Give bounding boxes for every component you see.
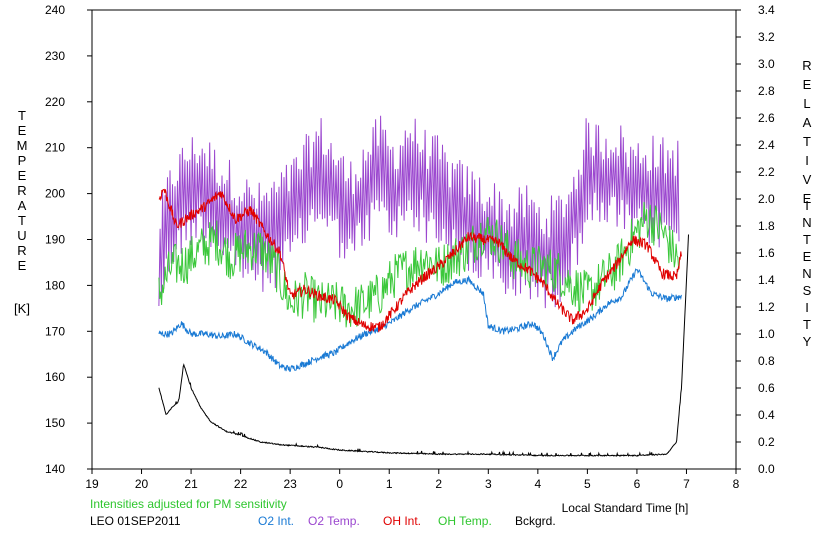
y-left-title-letter: U	[17, 228, 26, 243]
y-right-tick-label: 2.6	[758, 111, 775, 125]
y-left-title-letter: E	[18, 168, 27, 183]
y-right-tick-label: 0.4	[758, 408, 775, 422]
y-right-tick-label: 1.8	[758, 219, 775, 233]
y-right-title-letter: T	[803, 232, 811, 247]
y-left-unit: [K]	[14, 301, 30, 316]
y-left-title-letter: E	[18, 258, 27, 273]
y-left-tick-label: 170	[45, 324, 65, 338]
x-tick-label: 22	[234, 477, 248, 491]
y-right-tick-label: 0.2	[758, 435, 775, 449]
y-right-tick-label: 2.2	[758, 165, 775, 179]
series-line-oh-temp	[158, 201, 680, 328]
y-left-tick-label: 140	[45, 462, 65, 476]
x-tick-label: 8	[733, 477, 740, 491]
y-right-title-letter: Y	[803, 334, 812, 349]
legend-entry: Bckgrd.	[515, 514, 556, 528]
series-line-o2-int	[158, 268, 682, 372]
y-right-title-letter: R	[802, 58, 811, 73]
plot-area	[158, 115, 689, 458]
x-tick-label: 2	[435, 477, 442, 491]
y-right-title-letter: T	[803, 134, 811, 149]
x-tick-label: 20	[135, 477, 149, 491]
y-right-tick-label: 3.0	[758, 57, 775, 71]
y-right-title-letter: V	[803, 172, 812, 187]
y-right-tick-label: 0.6	[758, 381, 775, 395]
y-right-tick-label: 2.8	[758, 84, 775, 98]
x-tick-label: 23	[283, 477, 297, 491]
y-right-tick-label: 3.4	[758, 3, 775, 17]
y-left-title-letter: E	[18, 123, 27, 138]
x-tick-label: 19	[85, 477, 99, 491]
y-right-title-letter: N	[802, 215, 811, 230]
y-left-tick-label: 200	[45, 187, 65, 201]
y-right-tick-label: 1.0	[758, 327, 775, 341]
legend: O2 Int. O2 Temp. OH Int. OH Temp. Bckgrd.	[258, 514, 556, 528]
legend-entry: O2 Temp.	[308, 514, 360, 528]
axes: 19 20 21 22 23 0 1 2 3 4 5 6 7 8140150160170180190200…	[45, 3, 775, 491]
y-right-tick-label: 3.2	[758, 30, 775, 44]
y-left-tick-label: 150	[45, 416, 65, 430]
y-left-title-letter: T	[18, 108, 26, 123]
y-right-tick-label: 0.0	[758, 462, 775, 476]
y-right-title-letter: T	[803, 317, 811, 332]
y-right-title-letter: L	[803, 96, 810, 111]
y-right-title-letter: E	[803, 77, 812, 92]
x-tick-label: 6	[634, 477, 641, 491]
y-right-tick-label: 2.4	[758, 138, 775, 152]
x-tick-label: 5	[584, 477, 591, 491]
y-right-tick-label: 1.4	[758, 273, 775, 287]
y-left-tick-label: 220	[45, 95, 65, 109]
y-left-title-letter: R	[17, 183, 26, 198]
y-left-title-letter: T	[18, 213, 26, 228]
y-right-title-letter: S	[803, 283, 812, 298]
y-left-tick-label: 190	[45, 233, 65, 247]
y-left-tick-label: 230	[45, 49, 65, 63]
station-label: LEO 01SEP2011	[90, 514, 181, 528]
y-right-title-letter: I	[805, 198, 809, 213]
y-right-tick-label: 1.6	[758, 246, 775, 260]
y-left-title-letter: P	[18, 153, 27, 168]
note-text: Intensities adjusted for PM sensitivity	[90, 497, 287, 511]
x-tick-label: 1	[386, 477, 393, 491]
legend-entry: O2 Int.	[258, 514, 294, 528]
x-tick-label: 0	[336, 477, 343, 491]
x-tick-label: 7	[683, 477, 690, 491]
y-left-title-letter: R	[17, 243, 26, 258]
legend-entry: OH Temp.	[438, 514, 492, 528]
y-right-title-letter: I	[805, 153, 809, 168]
x-axis-label: Local Standard Time [h]	[562, 501, 689, 515]
y-right-tick-label: 1.2	[758, 300, 775, 314]
x-tick-label: 4	[535, 477, 542, 491]
legend-entry: OH Int.	[383, 514, 421, 528]
y-right-tick-label: 0.8	[758, 354, 775, 368]
y-left-title-letter: M	[17, 138, 28, 153]
y-left-title-letter: A	[18, 198, 27, 213]
series-line-oh-int	[158, 188, 682, 333]
y-right-tick-label: 2.0	[758, 192, 775, 206]
y-left-tick-label: 180	[45, 278, 65, 292]
y-right-title-letter: I	[805, 300, 809, 315]
y-right-title-letter: N	[802, 266, 811, 281]
y-left-tick-label: 160	[45, 370, 65, 384]
y-left-tick-label: 240	[45, 3, 65, 17]
x-tick-label: 21	[184, 477, 198, 491]
x-tick-label: 3	[485, 477, 492, 491]
y-right-title-letter: E	[803, 191, 812, 206]
series-line-o2-temp	[158, 115, 680, 309]
series-line-bckgrd	[158, 234, 689, 458]
y-left-tick-label: 210	[45, 141, 65, 155]
y-right-title-letter: A	[803, 115, 812, 130]
y-right-title-letter: E	[803, 249, 812, 264]
